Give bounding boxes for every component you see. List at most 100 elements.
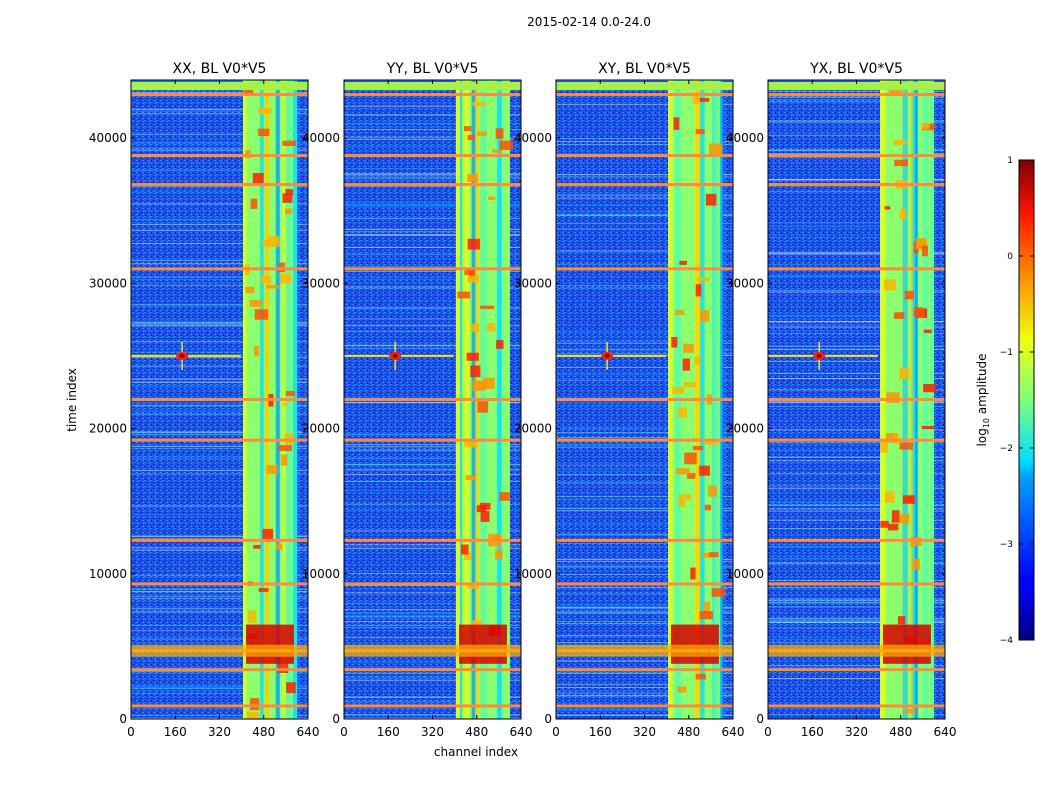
rfi-hotspot <box>897 616 906 625</box>
rfi-hotspot <box>923 329 932 334</box>
time-striation <box>768 276 945 278</box>
time-striation <box>344 114 521 116</box>
flagged-time-row <box>131 582 308 586</box>
time-striation <box>768 179 945 181</box>
rfi-hotspot <box>683 343 694 353</box>
rfi-hotspot <box>899 442 913 450</box>
x-tick-label: 480 <box>677 725 700 739</box>
rfi-hotspot <box>464 126 472 132</box>
y-tick-label: 20000 <box>89 422 127 436</box>
time-striation <box>556 714 733 716</box>
rfi-hotspot <box>704 440 719 445</box>
time-striation <box>344 266 521 268</box>
time-striation <box>556 524 733 525</box>
rfi-hotspot <box>496 339 504 349</box>
rfi-hotspot <box>673 117 680 130</box>
time-striation <box>556 340 733 342</box>
time-striation <box>344 228 521 230</box>
flagged-time-row <box>344 183 521 187</box>
flagged-time-row <box>768 438 945 442</box>
flagged-time-row <box>768 398 945 401</box>
time-striation <box>768 519 945 521</box>
x-tick-label: 480 <box>252 725 275 739</box>
flagged-time-row <box>768 538 945 542</box>
x-tick-label: 160 <box>801 725 824 739</box>
time-striation <box>768 237 945 238</box>
y-tick-label: 40000 <box>514 131 552 145</box>
rfi-hotspot <box>467 275 479 283</box>
time-striation <box>344 278 521 280</box>
x-axis-label: channel index <box>434 745 518 759</box>
rfi-hotspot <box>495 128 504 139</box>
x-tick-label: 0 <box>552 725 560 739</box>
time-striation <box>556 533 733 535</box>
time-striation <box>344 173 521 175</box>
rfi-hotspot <box>677 686 687 693</box>
time-striation <box>556 285 733 286</box>
x-tick-label: 640 <box>510 725 533 739</box>
time-striation <box>768 150 945 151</box>
time-striation <box>768 315 945 317</box>
panel-xy: XY, BL V0*V5 0 160 320 480 640 0 10000 20000 3000… <box>514 61 745 739</box>
time-striation <box>344 234 521 235</box>
time-striation <box>556 605 733 607</box>
rfi-hotspot <box>285 189 294 195</box>
rfi-hotspot <box>282 140 297 146</box>
time-striation <box>131 598 308 600</box>
rfi-hotspot <box>253 545 261 549</box>
time-striation <box>556 692 733 694</box>
time-striation <box>344 136 521 138</box>
y-tick-label: 40000 <box>726 131 764 145</box>
time-striation <box>556 176 733 178</box>
rfi-hotspot <box>262 528 274 542</box>
time-striation <box>556 143 733 145</box>
rfi-hotspot <box>692 92 699 104</box>
time-striation <box>556 464 733 466</box>
time-striation <box>344 637 521 639</box>
time-striation <box>344 234 521 236</box>
time-striation <box>131 147 308 149</box>
time-striation <box>556 499 733 501</box>
time-striation <box>344 672 521 674</box>
time-striation <box>556 587 733 588</box>
y-tick-label: 40000 <box>302 131 340 145</box>
time-striation <box>768 99 945 100</box>
time-striation <box>344 450 521 452</box>
time-striation <box>556 332 733 333</box>
rfi-hotspot <box>675 310 685 315</box>
time-striation <box>556 508 733 510</box>
flagged-time-row <box>768 154 945 158</box>
rfi-hotspot <box>884 491 895 503</box>
time-striation <box>131 322 308 323</box>
colorbar-tick-label: −2 <box>1000 444 1013 454</box>
rfi-hotspot <box>478 382 487 391</box>
flagged-time-row <box>344 398 521 401</box>
time-striation <box>131 455 308 457</box>
time-striation <box>131 574 308 576</box>
time-striation <box>556 507 733 509</box>
time-striation <box>131 92 308 93</box>
time-striation <box>131 514 308 515</box>
flagged-time-row <box>344 82 521 90</box>
y-tick-label: 20000 <box>726 422 764 436</box>
time-striation <box>768 601 945 603</box>
rfi-hotspot <box>695 673 706 680</box>
time-striation <box>768 346 945 347</box>
time-striation <box>556 607 733 609</box>
x-tick-label: 320 <box>208 725 231 739</box>
time-striation <box>556 610 733 612</box>
time-striation <box>768 406 945 407</box>
flagged-time-row <box>556 93 733 97</box>
time-striation <box>768 456 945 458</box>
time-striation <box>556 566 733 568</box>
rfi-hotspot <box>280 273 292 284</box>
x-tick-label: 640 <box>934 725 957 739</box>
rfi-hotspot <box>258 588 269 592</box>
time-striation <box>768 502 945 504</box>
time-striation <box>344 458 521 459</box>
time-striation <box>344 464 521 466</box>
rfi-hotspot <box>243 85 254 96</box>
time-striation <box>768 252 945 254</box>
time-striation <box>768 429 945 431</box>
colorbar-tick-label: −3 <box>1000 540 1013 550</box>
